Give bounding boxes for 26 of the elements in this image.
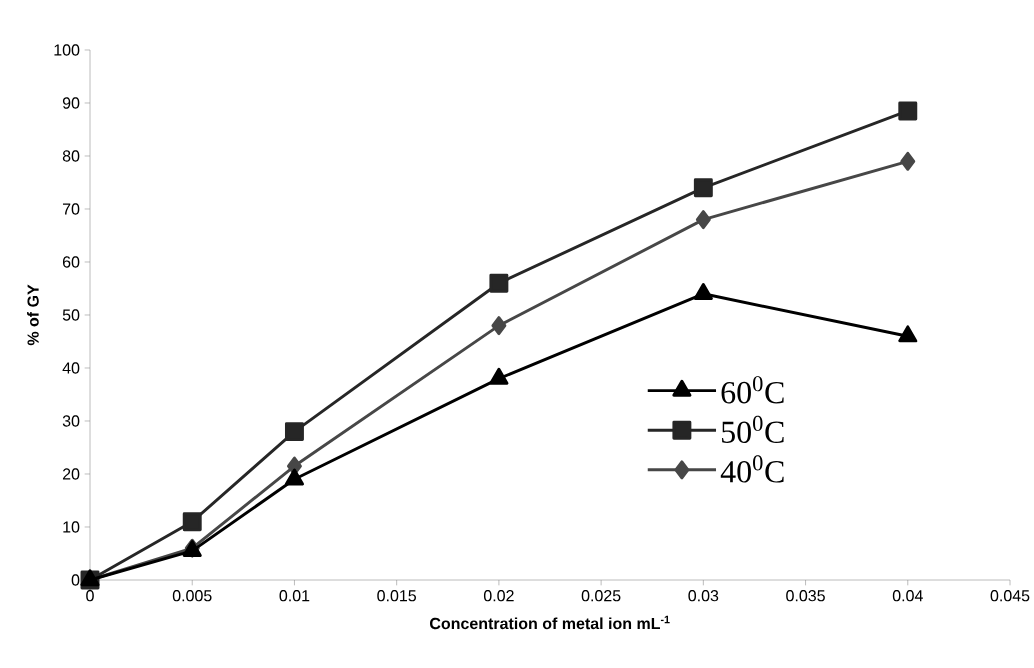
y-tick-label: 80	[62, 150, 80, 162]
y-tick-label: 0	[71, 574, 80, 586]
y-axis-title: % of GY	[27, 284, 39, 346]
legend-label: 40$^{0}$C	[720, 455, 784, 483]
x-tick-label: 0.03	[688, 590, 719, 602]
legend-label: 60$^{0}$C	[721, 376, 784, 404]
y-tick-label: 20	[62, 468, 80, 480]
x-tick-label: 0.005	[172, 590, 212, 602]
x-tick-label: 0.015	[377, 590, 417, 602]
x-tick-label: 0	[86, 590, 94, 602]
y-tick-label: 40	[62, 362, 80, 374]
y-tick-label: 10	[63, 521, 80, 533]
x-tick-label: 0.02	[483, 590, 514, 602]
y-tick-label: 100	[54, 44, 80, 56]
legend-label: 50$^{0}$C	[722, 415, 784, 444]
y-tick-label: 30	[62, 415, 80, 427]
y-tick-label: 90	[62, 97, 80, 109]
y-tick-label: 70	[62, 203, 80, 215]
y-tick-label: 60	[62, 256, 80, 268]
y-tick-label: 50	[62, 309, 80, 321]
x-axis-title: Concentration of metal ion mL$^{-1}$	[430, 615, 670, 630]
x-tick-label: 0.04	[892, 590, 923, 602]
x-tick-label: 0.025	[581, 590, 621, 602]
x-tick-label: 0.035	[786, 590, 825, 602]
x-tick-label: 0.045	[990, 590, 1030, 602]
x-tick-label: 0.01	[279, 590, 310, 602]
